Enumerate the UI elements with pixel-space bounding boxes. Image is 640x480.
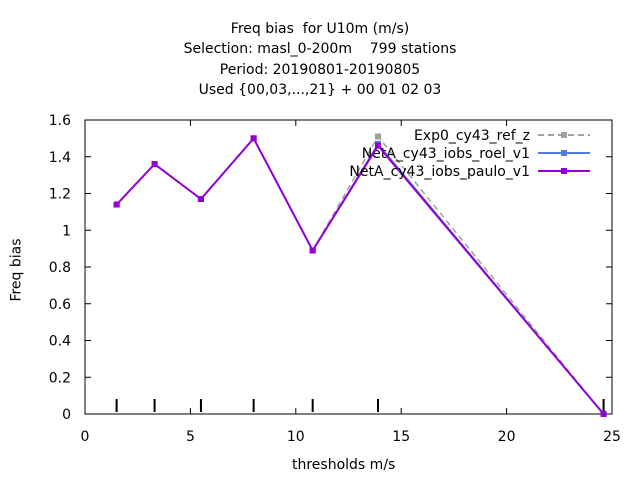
x-tick-label-4: 20 bbox=[498, 429, 516, 445]
x-tick-label-1: 5 bbox=[186, 429, 195, 445]
legend-marker-2 bbox=[561, 168, 567, 174]
y-tick-label-6: 1.2 bbox=[49, 187, 71, 203]
legend-marker-0 bbox=[561, 132, 567, 138]
legend-label-1: NetA_cy43_iobs_roel_v1 bbox=[362, 146, 530, 162]
series-2-point-3 bbox=[250, 135, 257, 142]
y-tick-label-5: 1 bbox=[62, 223, 71, 239]
x-axis-label: thresholds m/s bbox=[292, 457, 396, 473]
x-tick-label-5: 25 bbox=[603, 429, 621, 445]
y-axis-label: Freq bias bbox=[8, 238, 25, 302]
legend-label-0: Exp0_cy43_ref_z bbox=[414, 128, 530, 144]
series-2-point-6 bbox=[600, 411, 607, 417]
y-tick-label-7: 1.4 bbox=[49, 150, 71, 166]
y-tick-label-0: 0 bbox=[62, 407, 71, 423]
legend-marker-1 bbox=[561, 150, 567, 156]
series-2-point-5 bbox=[375, 142, 382, 149]
y-tick-label-1: 0.2 bbox=[49, 370, 71, 386]
series-2-point-0 bbox=[113, 201, 120, 208]
series-2-point-1 bbox=[151, 161, 158, 168]
chart-title-line-3: Period: 20190801-20190805 bbox=[219, 62, 421, 78]
chart-title-line-4: Used {00,03,...,21} + 00 01 02 03 bbox=[198, 82, 442, 98]
series-2-point-4 bbox=[309, 247, 316, 254]
y-tick-label-8: 1.6 bbox=[49, 113, 71, 129]
y-tick-label-3: 0.6 bbox=[49, 297, 71, 313]
y-tick-label-2: 0.4 bbox=[49, 334, 71, 350]
chart-title-line-2: Selection: masl_0-200m 799 stations bbox=[183, 41, 457, 57]
y-tick-label-4: 0.8 bbox=[49, 260, 71, 276]
x-tick-label-3: 15 bbox=[392, 429, 410, 445]
x-tick-label-0: 0 bbox=[81, 429, 90, 445]
chart-title-line-1: Freq bias for U10m (m/s) bbox=[230, 21, 410, 37]
legend-label-2: NetA_cy43_iobs_paulo_v1 bbox=[349, 164, 530, 180]
series-0-point-5 bbox=[375, 133, 382, 140]
x-tick-label-2: 10 bbox=[287, 429, 305, 445]
series-2-point-2 bbox=[197, 196, 204, 203]
